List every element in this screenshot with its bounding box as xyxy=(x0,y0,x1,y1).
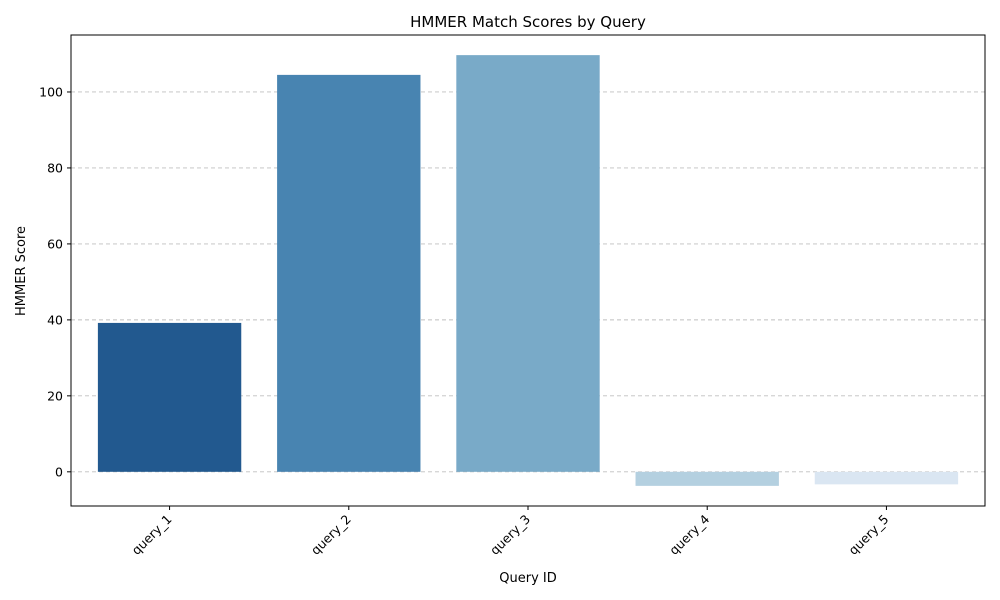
y-tick-label: 40 xyxy=(47,312,63,327)
y-tick-label: 100 xyxy=(39,84,63,99)
x-tick-label: query_4 xyxy=(666,511,712,557)
bar-query_5 xyxy=(814,471,959,485)
y-tick-label: 20 xyxy=(47,388,63,403)
y-tick-label: 0 xyxy=(55,464,63,479)
x-tick-label: query_1 xyxy=(129,512,175,558)
y-axis-ticks: 0 20 40 60 80 100 xyxy=(39,84,71,479)
bars xyxy=(97,55,959,486)
y-axis-label: HMMER Score xyxy=(14,226,29,316)
x-tick-label: query_3 xyxy=(487,512,533,558)
bar-query_1 xyxy=(97,322,242,472)
bar-query_2 xyxy=(277,74,421,472)
chart-title: HMMER Match Scores by Query xyxy=(410,13,646,31)
bar-query_4 xyxy=(635,471,779,486)
x-tick-label: query_2 xyxy=(308,512,354,558)
x-axis-ticks: query_1 query_2 query_3 query_4 query_5 xyxy=(129,506,892,558)
y-tick-label: 80 xyxy=(47,160,63,175)
bar-query_3 xyxy=(456,55,600,472)
x-axis-label: Query ID xyxy=(499,571,556,586)
x-tick-label: query_5 xyxy=(845,512,891,558)
y-tick-label: 60 xyxy=(47,236,63,251)
